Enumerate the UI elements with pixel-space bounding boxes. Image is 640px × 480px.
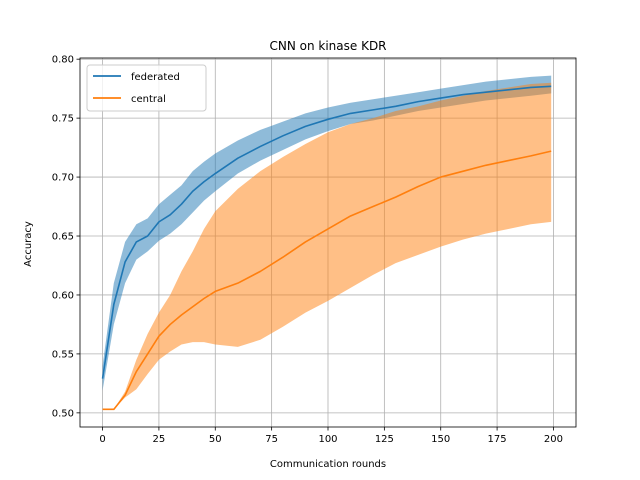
y-tick-label: 0.75 — [52, 114, 74, 125]
y-tick-label: 0.70 — [52, 173, 74, 184]
band-central — [102, 82, 552, 410]
x-tick-label: 25 — [153, 434, 166, 445]
legend-label-central: central — [131, 94, 166, 105]
x-tick-label: 0 — [99, 434, 105, 445]
legend-label-federated: federated — [131, 72, 180, 83]
y-tick-label: 0.80 — [52, 55, 74, 66]
y-tick-label: 0.55 — [52, 349, 74, 360]
ticks: 0 25 50 75 100 125 150 175 200 0.50 0.55 0.60 0.65 0.… — [52, 55, 563, 445]
legend: federated central — [86, 64, 207, 112]
x-tick-label: 100 — [318, 434, 337, 445]
x-tick-label: 50 — [209, 434, 222, 445]
confidence-bands — [102, 75, 552, 410]
chart-title: CNN on kinase KDR — [269, 39, 386, 53]
x-tick-label: 75 — [265, 434, 278, 445]
y-tick-label: 0.50 — [52, 408, 74, 419]
y-axis-label: Accuracy — [23, 221, 34, 267]
line-central — [102, 150, 552, 411]
x-axis-label: Communication rounds — [270, 459, 386, 470]
band-federated — [102, 75, 552, 391]
series-lines — [101, 85, 552, 411]
x-tick-label: 175 — [488, 434, 507, 445]
x-tick-label: 150 — [431, 434, 450, 445]
x-tick-label: 125 — [375, 434, 394, 445]
y-tick-label: 0.60 — [52, 290, 74, 301]
line-federated — [101, 85, 552, 379]
y-tick-label: 0.65 — [52, 232, 74, 243]
x-tick-label: 200 — [544, 434, 563, 445]
